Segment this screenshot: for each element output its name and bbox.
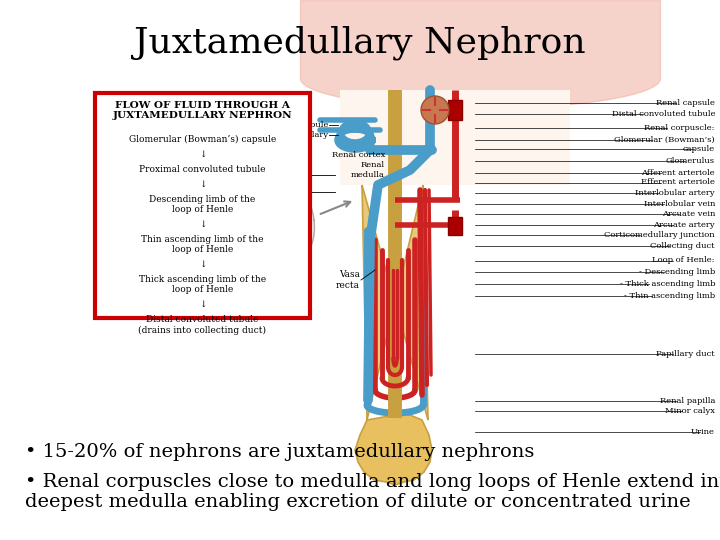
Text: Interlobular artery: Interlobular artery (635, 190, 715, 198)
Text: • Renal corpuscles close to medulla and long loops of Henle extend into
deepest : • Renal corpuscles close to medulla and … (25, 472, 720, 511)
Text: Renal papilla: Renal papilla (660, 397, 715, 405)
Text: Renal
medulla: Renal medulla (276, 184, 310, 200)
Text: Interlobular vein: Interlobular vein (644, 200, 715, 208)
Text: Papillary duct: Papillary duct (657, 350, 715, 358)
Bar (95, 93, 310, 318)
Polygon shape (230, 168, 315, 272)
Text: Minor calyx: Minor calyx (665, 407, 715, 415)
Bar (448, 100, 462, 120)
Text: Kidney: Kidney (256, 272, 288, 281)
Text: Afferent arteriole: Afferent arteriole (642, 168, 715, 177)
Text: capsule: capsule (683, 145, 715, 153)
Text: Efferent arteriole: Efferent arteriole (641, 179, 715, 186)
Text: Corticomedullary junction: Corticomedullary junction (604, 231, 715, 239)
Text: ↓: ↓ (199, 220, 206, 229)
Text: Proximal convoluted tubule: Proximal convoluted tubule (212, 121, 328, 129)
Text: Urine: Urine (691, 428, 715, 436)
Text: Collecting duct: Collecting duct (650, 242, 715, 249)
Polygon shape (362, 185, 428, 420)
Text: Descending limb of the
loop of Henle: Descending limb of the loop of Henle (149, 195, 256, 214)
Text: Juxtamedullary Nephron: Juxtamedullary Nephron (134, 25, 586, 59)
Text: FLOW OF FLUID THROUGH A
JUXTAMEDULLARY NEPHRON: FLOW OF FLUID THROUGH A JUXTAMEDULLARY N… (113, 101, 292, 120)
Text: Renal capsule: Renal capsule (656, 98, 715, 106)
Text: Peritubular capillary: Peritubular capillary (241, 131, 328, 139)
Text: Thin ascending limb of the
loop of Henle: Thin ascending limb of the loop of Henle (141, 235, 264, 254)
Text: - Descending limb: - Descending limb (639, 268, 715, 276)
Text: Renal cortex: Renal cortex (256, 171, 310, 179)
Bar (448, 217, 462, 235)
Text: Thick ascending limb of the
loop of Henle: Thick ascending limb of the loop of Henl… (139, 275, 266, 294)
Text: Arcuate vein: Arcuate vein (662, 211, 715, 219)
Text: Loop of Henle:: Loop of Henle: (652, 256, 715, 265)
Text: ↓: ↓ (199, 260, 206, 269)
Text: Renal
medulla: Renal medulla (351, 161, 385, 179)
Polygon shape (355, 415, 432, 485)
Text: ↓: ↓ (199, 300, 206, 309)
Text: - Thin ascending limb: - Thin ascending limb (624, 292, 715, 300)
Text: Glomerular (Bowman’s) capsule: Glomerular (Bowman’s) capsule (129, 135, 276, 144)
Circle shape (421, 96, 449, 124)
Text: Distal convoluted tubule: Distal convoluted tubule (611, 110, 715, 118)
Text: Glomerulus: Glomerulus (666, 157, 715, 165)
Text: ↓: ↓ (199, 180, 206, 189)
Text: Vasa
recta: Vasa recta (336, 271, 360, 289)
Text: Glomerular (Bowman’s): Glomerular (Bowman’s) (614, 136, 715, 144)
Polygon shape (254, 195, 290, 245)
Text: Renal corpuscle:: Renal corpuscle: (644, 124, 715, 132)
Text: • 15-20% of nephrons are juxtamedullary nephrons: • 15-20% of nephrons are juxtamedullary … (25, 443, 534, 461)
Text: Arcuate artery: Arcuate artery (653, 221, 715, 228)
Bar (340, 90, 570, 185)
Text: Proximal convoluted tubule: Proximal convoluted tubule (139, 165, 266, 174)
Text: - Thick ascending limb: - Thick ascending limb (619, 280, 715, 288)
Text: Renal cortex: Renal cortex (332, 151, 385, 159)
Text: ↓: ↓ (199, 150, 206, 159)
Text: Distal convoluted tubule
(drains into collecting duct): Distal convoluted tubule (drains into co… (138, 315, 266, 335)
